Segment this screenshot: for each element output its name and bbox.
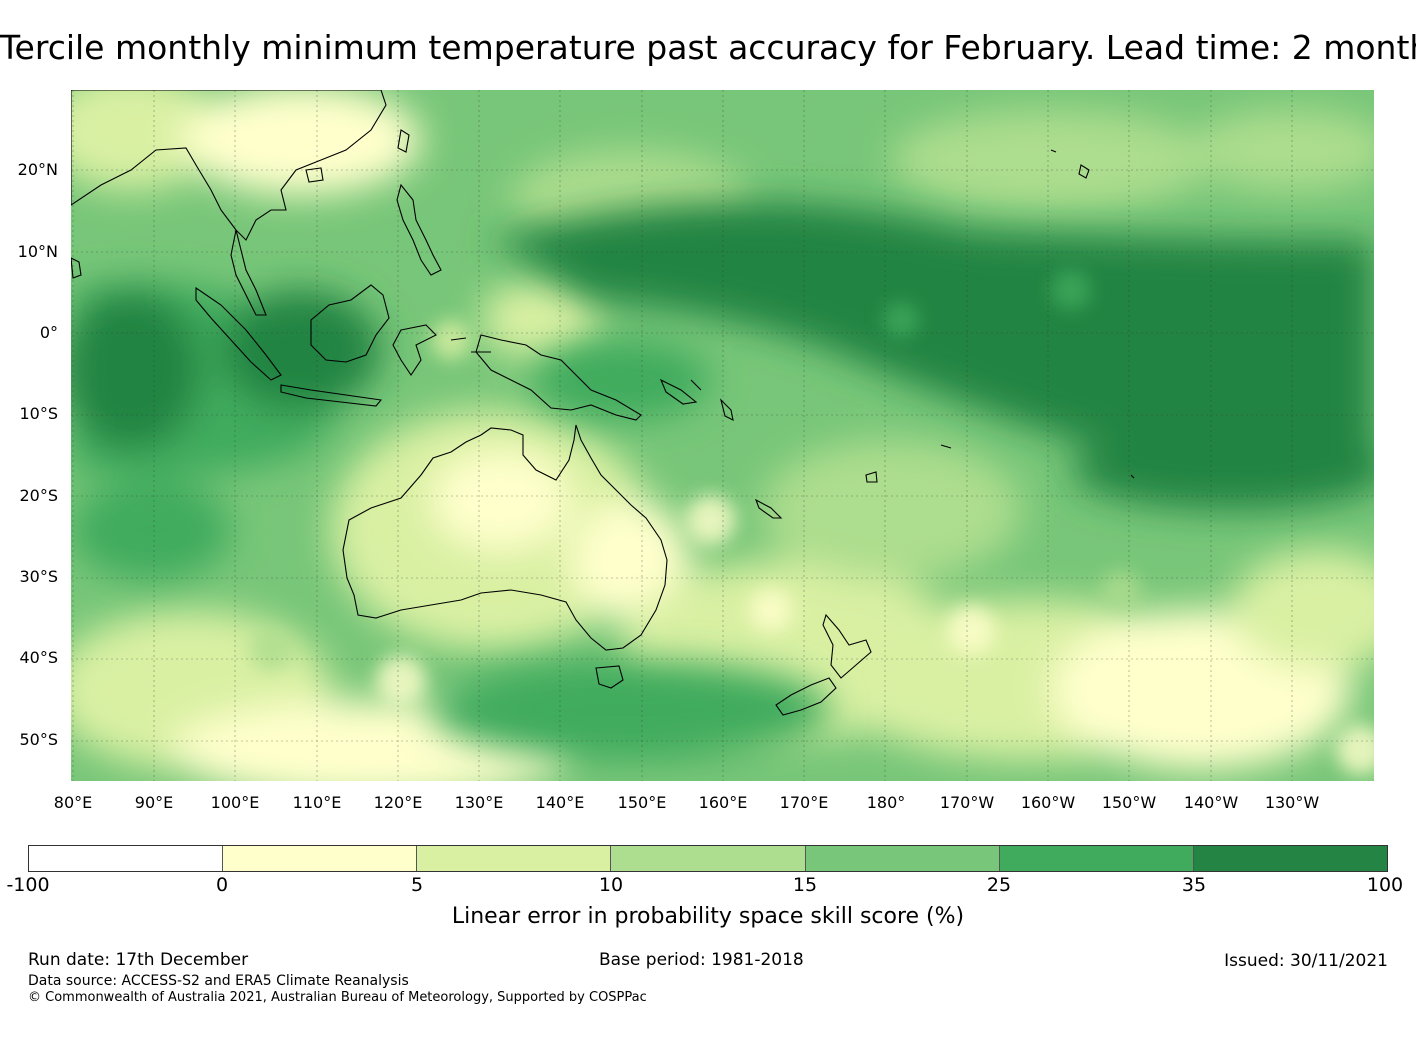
malay-peninsula-coastline — [230, 229, 267, 316]
lon-label-130e: 130°E — [454, 793, 504, 812]
new-guinea-coastline — [475, 334, 642, 421]
copyright: © Commonwealth of Australia 2021, Austra… — [28, 990, 647, 1005]
skill-field-speckle — [249, 270, 1374, 775]
colorbar-segment — [223, 846, 418, 871]
skill-score-map — [71, 90, 1374, 781]
colorbar-segment — [999, 846, 1194, 871]
lat-label-10s: 10°S — [19, 404, 58, 423]
hainan-coastline — [305, 167, 324, 183]
colorbar-tick: 25 — [986, 874, 1012, 896]
lon-label-170e: 170°E — [779, 793, 829, 812]
lon-label-170w: 170°W — [939, 793, 995, 812]
hawaii-coastline — [1078, 164, 1090, 179]
new-zealand-north-coastline — [822, 613, 872, 679]
skill-field-high — [71, 202, 1374, 760]
issued-date: Issued: 30/11/2021 — [1224, 951, 1388, 971]
lon-label-80e: 80°E — [53, 793, 93, 812]
fiji-coastline — [865, 471, 878, 483]
sumatra-coastline — [195, 286, 282, 381]
colorbar-tick: 35 — [1181, 874, 1207, 896]
lon-label-120e: 120°E — [373, 793, 423, 812]
lon-label-140e: 140°E — [535, 793, 585, 812]
chart-title: Tercile monthly minimum temperature past… — [0, 28, 1416, 67]
lon-label-150w: 150°W — [1101, 793, 1157, 812]
colorbar-tick: 100 — [1366, 874, 1404, 896]
map-svg — [71, 90, 1374, 781]
new-zealand-south-coastline — [775, 677, 837, 716]
data-source: Data source: ACCESS-S2 and ERA5 Climate … — [28, 973, 409, 989]
borneo-coastline — [310, 284, 390, 363]
colorbar-label: Linear error in probability space skill … — [451, 904, 965, 929]
colorbar-tick: 10 — [598, 874, 624, 896]
run-date: Run date: 17th December — [28, 950, 249, 970]
lon-label-150e: 150°E — [617, 793, 667, 812]
colorbar-tick: 0 — [215, 874, 229, 896]
colorbar-tick: 5 — [410, 874, 424, 896]
lon-label-160w: 160°W — [1020, 793, 1076, 812]
colorbar-segment — [1193, 846, 1387, 871]
colorbar-segment — [611, 846, 806, 871]
vanuatu-coastline — [719, 398, 734, 421]
lon-label-160e: 160°E — [698, 793, 748, 812]
lat-label-20s: 20°S — [19, 486, 58, 505]
australia-coastline — [342, 424, 668, 651]
lat-label-50s: 50°S — [19, 730, 58, 749]
lon-label-140w: 140°W — [1183, 793, 1239, 812]
sulawesi-coastline — [392, 324, 437, 376]
new-caledonia-coastline — [754, 498, 783, 519]
colorbar-tick: -100 — [6, 874, 50, 896]
lat-label-0: 0° — [39, 323, 58, 342]
lat-label-10n: 10°N — [17, 242, 58, 261]
base-period: Base period: 1981-2018 — [599, 950, 804, 970]
lat-label-20n: 20°N — [17, 160, 58, 179]
colorbar-segment — [417, 846, 612, 871]
solomon-islands-coastline — [659, 378, 698, 405]
philippines-coastline — [396, 183, 442, 276]
lon-label-130w: 130°W — [1264, 793, 1320, 812]
lon-label-180: 180° — [866, 793, 906, 812]
coastlines — [71, 90, 1135, 716]
colorbar-segment — [29, 846, 224, 871]
colorbar-segment — [805, 846, 1000, 871]
colorbar — [28, 845, 1388, 872]
small-islands — [450, 149, 1135, 479]
java-coastline — [280, 384, 383, 407]
taiwan-coastline — [397, 129, 410, 153]
lat-label-40s: 40°S — [19, 648, 58, 667]
mainland-asia-coastline — [71, 90, 387, 241]
lat-label-30s: 30°S — [19, 567, 58, 586]
lon-label-90e: 90°E — [134, 793, 174, 812]
lon-label-110e: 110°E — [292, 793, 342, 812]
colorbar-tick: 15 — [792, 874, 818, 896]
tasmania-coastline — [595, 665, 624, 689]
sri-lanka-coastline — [71, 257, 82, 279]
lon-label-100e: 100°E — [210, 793, 260, 812]
